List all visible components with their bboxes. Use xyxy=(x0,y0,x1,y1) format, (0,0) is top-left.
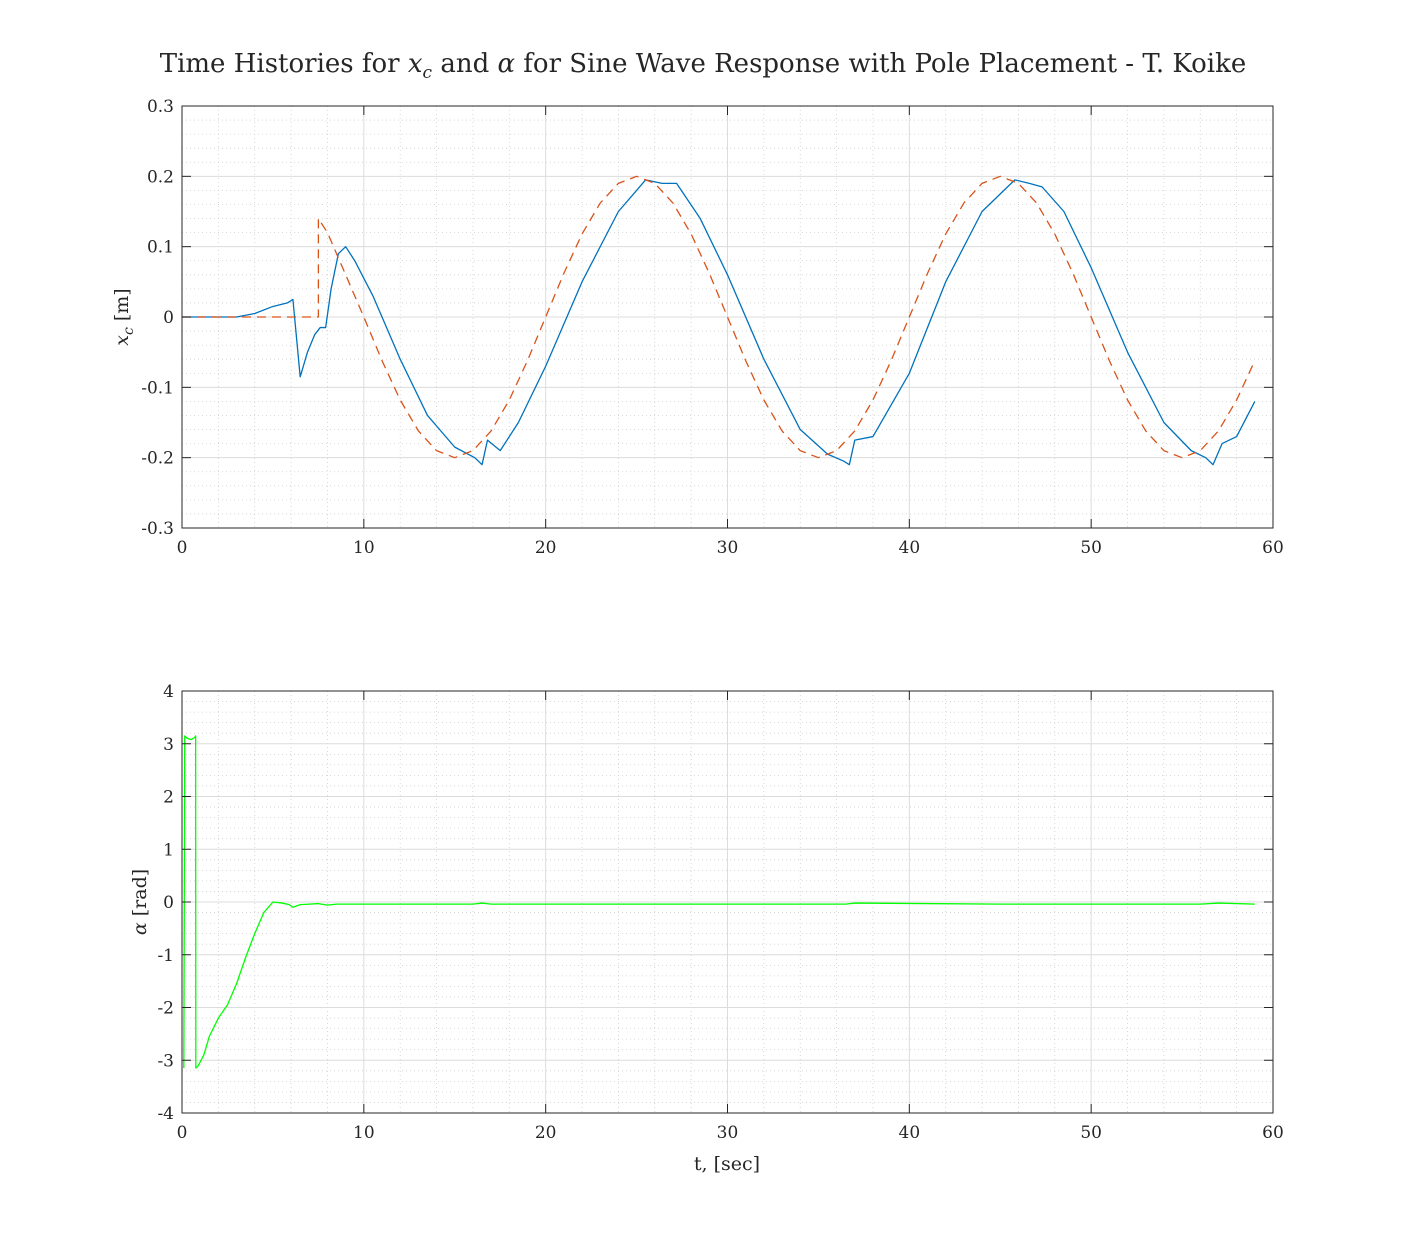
alpha-xtick-label: 0 xyxy=(177,1123,188,1143)
alpha-xlabel: t, [sec] xyxy=(694,1153,760,1175)
xc-ytick-label: 0.2 xyxy=(147,167,174,187)
xc-ylabel-unit: [m] xyxy=(111,288,133,327)
alpha-xtick-label: 20 xyxy=(535,1123,557,1143)
xc-series-group xyxy=(182,175,1256,466)
xc-ytick-label: -0.2 xyxy=(141,449,174,469)
xc-ytick-label: 0.1 xyxy=(147,238,174,258)
xc-xtick-label: 30 xyxy=(717,538,739,558)
alpha-xtick-label: 60 xyxy=(1262,1123,1284,1143)
alpha-xtick-label: 30 xyxy=(717,1123,739,1143)
xc-xtick-label: 60 xyxy=(1262,538,1284,558)
alpha-ytick-label: 1 xyxy=(163,840,174,860)
title-part-2: and xyxy=(432,49,497,79)
alpha-axes: 0 10 20 30 40 50 60 -4 -3 -2 -1 0 1 2 3 4 α [rad] t, [s… xyxy=(129,682,1284,1175)
alpha-xtick-label: 50 xyxy=(1080,1123,1102,1143)
title-part-3: for Sine Wave Response with Pole Placeme… xyxy=(515,49,1246,79)
title-alpha-symbol: α xyxy=(497,49,515,79)
alpha-ytick-label: 3 xyxy=(163,735,174,755)
alpha-ytick-label: -3 xyxy=(157,1051,174,1071)
xc-xtick-label: 40 xyxy=(899,538,921,558)
xc-ylabel-symbol: x xyxy=(111,335,133,346)
xc-xtick-label: 0 xyxy=(177,538,188,558)
alpha-ytick-label: 4 xyxy=(163,682,174,702)
alpha-xtick-label: 10 xyxy=(353,1123,375,1143)
alpha-series-group xyxy=(183,735,1255,1069)
title-xc-symbol: x xyxy=(408,49,423,79)
xc-ylabel: xc [m] xyxy=(111,288,137,345)
xc-xtick-label: 20 xyxy=(535,538,557,558)
xc-ytick-label: 0 xyxy=(163,308,174,328)
xc-ylabel-subscript: c xyxy=(121,327,137,335)
alpha-ytick-label: 2 xyxy=(163,788,174,808)
alpha-ylabel-symbol: α xyxy=(129,922,151,935)
alpha-ytick-label: 0 xyxy=(163,893,174,913)
alpha-ytick-label: -4 xyxy=(157,1104,174,1124)
alpha-ticks: 0 10 20 30 40 50 60 -4 -3 -2 -1 0 1 2 3 4 xyxy=(157,682,1283,1143)
title-xc-subscript: c xyxy=(423,63,433,83)
alpha-ytick-label: -1 xyxy=(157,946,174,966)
figure-title: Time Histories for xc and α for Sine Wav… xyxy=(160,49,1246,83)
alpha-series-response-0 xyxy=(183,735,1255,1069)
xc-axes: 0 10 20 30 40 50 60 -0.3 -0.2 -0.1 0 0.1 0.2 0.3 xc [… xyxy=(111,97,1284,558)
xc-ytick-label: -0.3 xyxy=(141,519,174,539)
xc-xtick-label: 50 xyxy=(1080,538,1102,558)
xc-xtick-label: 10 xyxy=(353,538,375,558)
xc-series-response-0 xyxy=(182,179,1256,466)
alpha-ylabel-unit: [rad] xyxy=(129,869,151,922)
alpha-ylabel: α [rad] xyxy=(129,869,151,935)
xc-ticks: 0 10 20 30 40 50 60 -0.3 -0.2 -0.1 0 0.1 0.2 0.3 xyxy=(141,97,1284,558)
xc-ytick-label: -0.1 xyxy=(141,378,174,398)
xc-series-reference-dashed xyxy=(182,175,1256,459)
alpha-ytick-label: -2 xyxy=(157,999,174,1019)
xc-ytick-label: 0.3 xyxy=(147,97,174,117)
title-part-1: Time Histories for xyxy=(160,49,408,79)
alpha-xtick-label: 40 xyxy=(899,1123,921,1143)
